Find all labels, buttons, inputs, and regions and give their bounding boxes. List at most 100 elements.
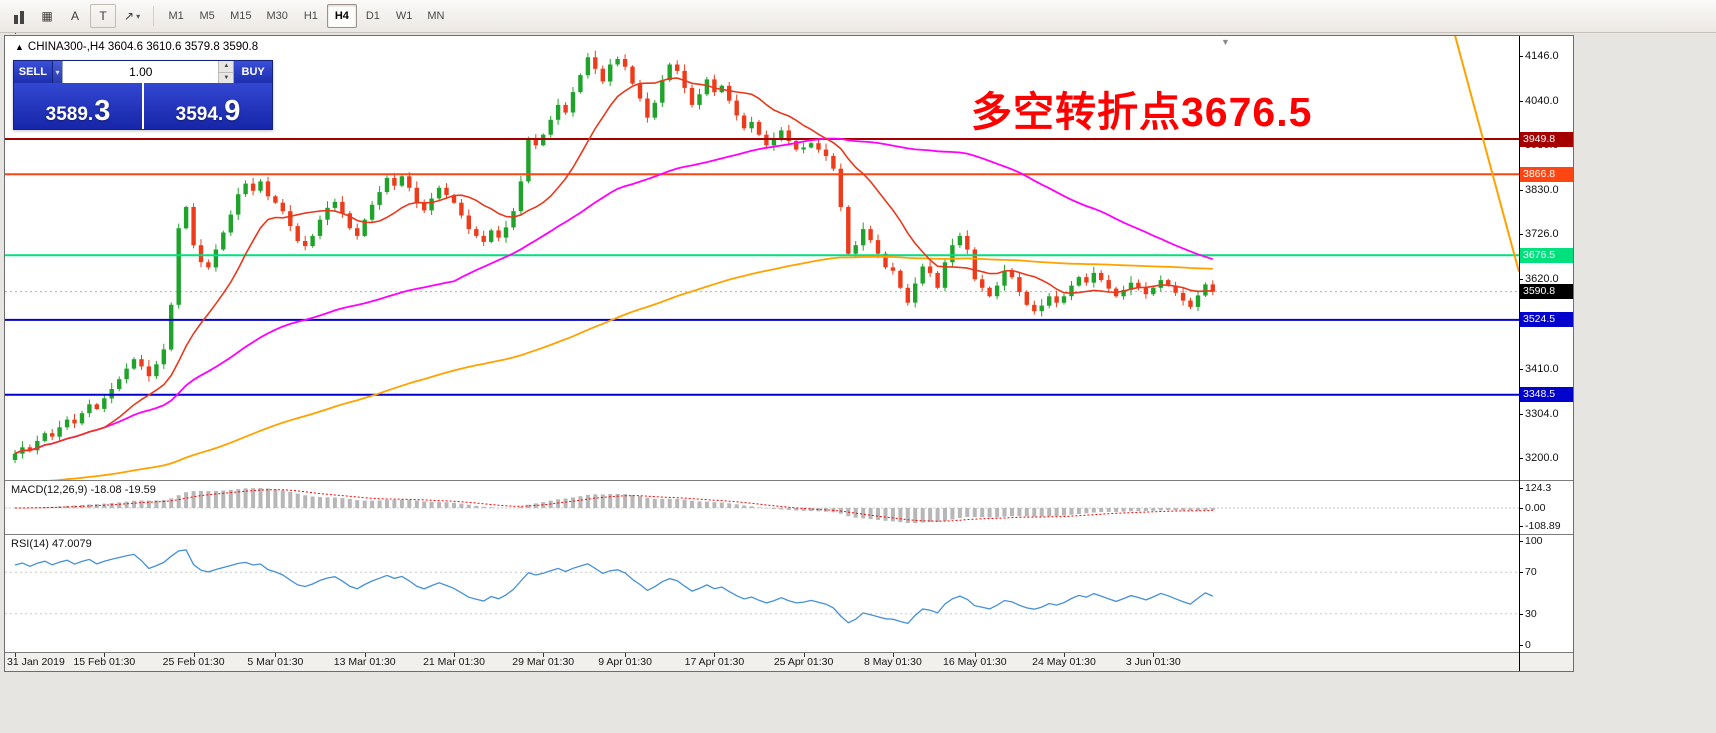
sell-quote-button[interactable]: 3589. 3 — [14, 83, 142, 129]
price-tick-dash — [1519, 55, 1523, 57]
time-tick-dash — [454, 653, 455, 657]
volume-input[interactable] — [63, 61, 219, 83]
rsi-tick-label: 0 — [1525, 639, 1531, 651]
toolbar: ▦ A T ↗ ▾ M1 M5 M15 M30 H1 H4 D1 W1 MN — [0, 0, 1716, 34]
dropdown-caret-icon: ▾ — [136, 11, 141, 21]
text-frame-icon[interactable]: T — [90, 4, 116, 28]
price-tick-dash — [1519, 234, 1523, 236]
hline-price-badge: 3949.8 — [1520, 131, 1573, 147]
time-tick-label: 3 Jun 01:30 — [1125, 656, 1181, 668]
price-tick-label: 3410.0 — [1525, 362, 1559, 375]
price-chart[interactable] — [5, 36, 1519, 480]
rsi-label: RSI(14) 47.0079 — [11, 538, 92, 550]
toolbar-separator — [153, 6, 155, 26]
one-click-trade-panel: SELL ▾ ▲ ▼ BUY 3589.3 3594.9 — [13, 60, 273, 130]
price-tick-label: 3304.0 — [1525, 407, 1559, 420]
price-tick-dash — [1519, 279, 1523, 281]
time-tick-label: 25 Feb 01:30 — [162, 656, 225, 668]
window-marker-icon: ▲ — [15, 42, 24, 52]
time-tick-label: 24 May 01:30 — [1032, 656, 1096, 668]
time-tick-dash — [625, 653, 627, 657]
rsi-tick-label: 70 — [1525, 566, 1537, 579]
time-tick-dash — [803, 653, 805, 657]
timeframe-button-H4[interactable]: H4 — [326, 4, 357, 28]
macd-tick-dash — [1519, 508, 1523, 509]
time-tick-label: 8 May 01:30 — [863, 656, 922, 668]
indicators-grid-icon[interactable]: ▦ — [41, 9, 53, 23]
timeframe-button-H1[interactable]: H1 — [303, 10, 318, 22]
time-tick-dash — [275, 653, 277, 657]
timeframe-button-W1[interactable]: W1 — [395, 10, 413, 22]
price-scale-border — [1519, 36, 1520, 671]
price-tick-dash — [1519, 368, 1523, 370]
price-tick-dash — [1519, 457, 1523, 459]
rsi-tick-label: 100 — [1525, 535, 1543, 547]
timeframe-group: M1 M5 M15 M30 H1 H4 D1 W1 MN — [161, 4, 451, 28]
trade-controls-row: SELL ▾ ▲ ▼ BUY — [14, 61, 273, 83]
time-tick-label: 13 Mar 01:30 — [333, 656, 396, 668]
macd-tick-label: 0.00 — [1525, 502, 1546, 514]
buy-button[interactable]: BUY — [234, 61, 273, 83]
time-tick-label: 5 Mar 01:30 — [247, 656, 304, 668]
time-tick-label: 31 Jan 2019 — [7, 656, 65, 668]
hline-price-badge: 3866.8 — [1520, 166, 1573, 182]
price-tick-label: 3200.0 — [1525, 451, 1559, 464]
timeframe-button-M15[interactable]: M15 — [230, 10, 252, 22]
time-tick-dash — [543, 653, 545, 657]
arrow-glyph: ↗ — [124, 9, 135, 23]
sell-price-pip: 3 — [94, 95, 111, 128]
time-tick-label: 15 Feb 01:30 — [73, 656, 136, 668]
macd-tick-label: 124.3 — [1525, 482, 1552, 494]
chart-title: ▲ CHINA300-,H4 3604.6 3610.6 3579.8 3590.… — [15, 41, 258, 53]
price-tick-label: 4040.0 — [1525, 94, 1559, 107]
candlestick-glyph — [14, 8, 24, 34]
price-tick-label: 3830.0 — [1525, 184, 1559, 196]
time-axis[interactable]: 31 Jan 2019 15 Feb 01:30 25 Feb 01:30 5 Mar… — [5, 652, 1573, 671]
price-tick-label: 3726.0 — [1525, 228, 1559, 241]
hline-price-badge: 3348.5 — [1520, 387, 1573, 403]
time-tick-dash — [104, 653, 106, 657]
time-tick-dash — [974, 653, 976, 657]
volume-up-icon[interactable]: ▲ — [219, 61, 234, 73]
macd-tick-dash — [1519, 488, 1523, 489]
rsi-tick-label: 30 — [1525, 607, 1537, 620]
macd-tick-label: -108.89 — [1525, 519, 1561, 532]
hline-price-badge: 3676.5 — [1520, 247, 1573, 263]
timeframe-button-MN[interactable]: MN — [427, 10, 445, 22]
symbol-label: CHINA300-,H4 — [27, 41, 105, 53]
trade-quotes-row: 3589. 3 3594. 9 — [14, 83, 272, 129]
time-tick-label: 21 Mar 01:30 — [423, 656, 485, 668]
time-tick-dash — [364, 653, 366, 657]
time-tick-label: 17 Apr 01:30 — [684, 656, 745, 668]
timeframe-button-D1[interactable]: D1 — [365, 10, 380, 22]
time-tick-label: 16 May 01:30 — [942, 656, 1007, 668]
volume-dropdown-button[interactable]: ▾ — [51, 61, 63, 83]
price-tick-dash — [1519, 100, 1523, 102]
time-tick-dash — [1153, 653, 1155, 657]
price-tick-dash — [1519, 190, 1523, 191]
rsi-panel: RSI(14) 47.0079 100 70 30 0 — [5, 534, 1573, 652]
time-tick-dash — [1064, 653, 1065, 657]
rsi-tick-dash — [1519, 541, 1523, 542]
volume-down-icon[interactable]: ▼ — [219, 72, 234, 83]
time-tick-label: 29 Mar 01:30 — [512, 656, 575, 668]
time-tick-dash — [193, 653, 195, 657]
sell-button[interactable]: SELL — [14, 61, 52, 83]
text-label-icon[interactable]: A — [70, 9, 79, 23]
macd-tick-dash — [1519, 525, 1523, 527]
sell-price: 3589. — [45, 104, 94, 125]
volume-field-wrap: ▲ ▼ — [62, 61, 235, 83]
candlestick-chart-icon[interactable] — [6, 4, 32, 34]
rsi-tick-dash — [1519, 613, 1523, 615]
rsi-chart[interactable] — [5, 535, 1519, 652]
chart-shift-marker-icon[interactable]: ▼ — [1221, 37, 1230, 47]
arrow-tools-icon[interactable]: ↗ ▾ — [118, 4, 146, 28]
buy-quote-button[interactable]: 3594. 9 — [144, 83, 272, 129]
price-tick-label: 4146.0 — [1525, 49, 1559, 62]
timeframe-button-M5[interactable]: M5 — [199, 10, 215, 22]
volume-stepper: ▲ ▼ — [218, 61, 234, 83]
time-tick-label: 9 Apr 01:30 — [598, 656, 652, 668]
timeframe-button-M1[interactable]: M1 — [168, 10, 184, 22]
macd-chart[interactable] — [5, 481, 1519, 534]
timeframe-button-M30[interactable]: M30 — [266, 10, 288, 22]
